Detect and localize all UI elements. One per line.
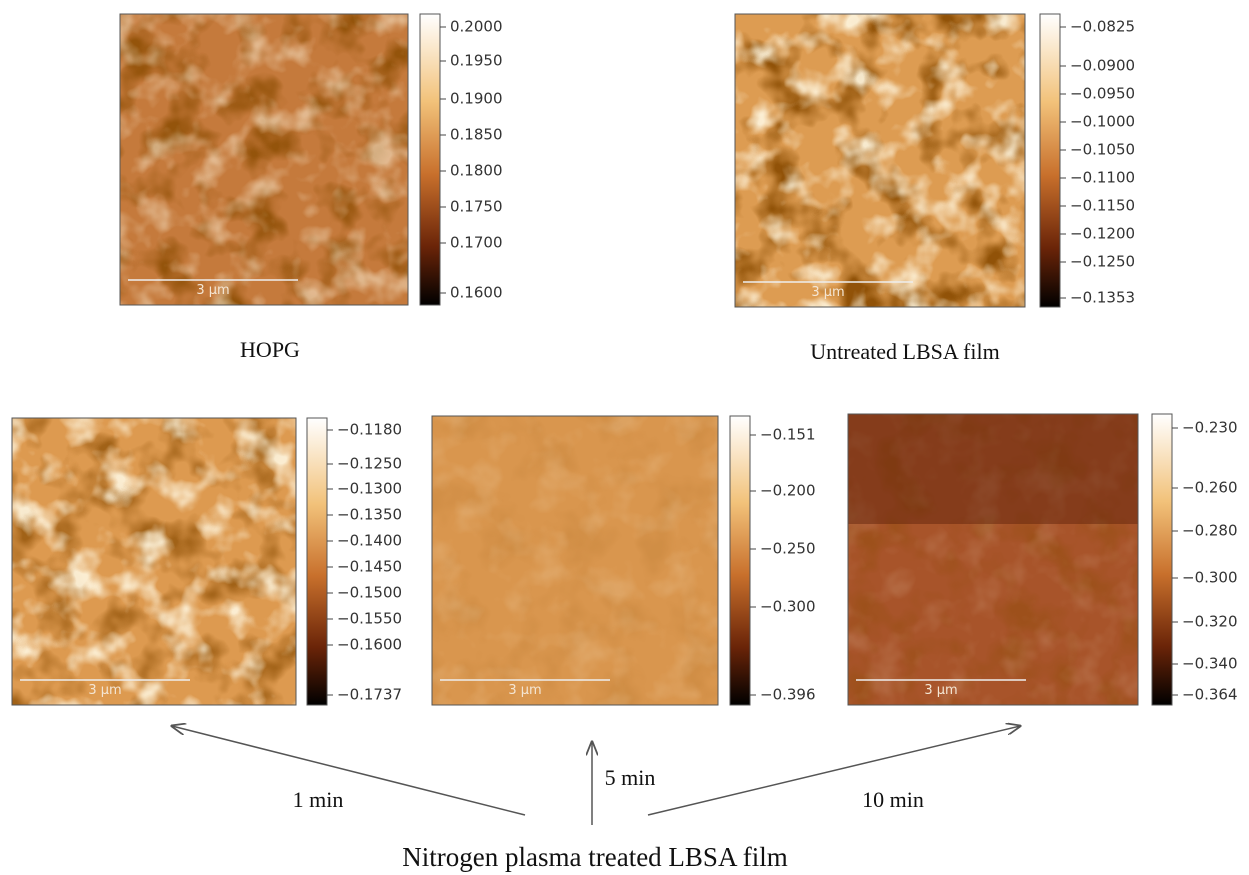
colorbar-tick-label: −0.0825 <box>1070 18 1135 36</box>
afm-texture <box>12 418 296 705</box>
colorbar-tick-label: −0.151 <box>760 426 816 444</box>
colorbar-tick-label: −0.320 <box>1182 613 1238 631</box>
colorbar-tick-label: 0.1750 <box>450 198 503 216</box>
colorbar-tick-label: −0.1500 <box>337 584 402 602</box>
scale-bar-label: 3 µm <box>811 285 844 300</box>
colorbar-tick-label: −0.1600 <box>337 636 402 654</box>
colorbar-tick-label: 0.1600 <box>450 284 503 302</box>
scale-bar-label: 3 µm <box>508 683 541 698</box>
colorbar-tick-label: −0.0950 <box>1070 85 1135 103</box>
colorbar-tick-label: −0.1150 <box>1070 197 1135 215</box>
colorbar-tick-label: 0.1800 <box>450 162 503 180</box>
arrow-label: 1 min <box>293 787 344 812</box>
colorbar-tick-label: 0.2000 <box>450 18 503 36</box>
colorbar <box>306 417 328 706</box>
colorbar-tick-label: −0.1737 <box>337 686 402 704</box>
colorbar-tick-label: −0.0900 <box>1070 57 1135 75</box>
arrows <box>172 726 1020 825</box>
colorbar-tick-label: −0.1250 <box>337 455 402 473</box>
colorbar <box>1151 413 1173 706</box>
colorbar-tick-label: −0.364 <box>1182 686 1238 704</box>
colorbar-tick-label: −0.250 <box>760 540 816 558</box>
colorbar-tick-label: −0.1200 <box>1070 225 1135 243</box>
colorbar <box>419 13 441 306</box>
afm-texture <box>848 414 1138 705</box>
arrow <box>172 726 526 816</box>
image-frame <box>119 13 409 306</box>
afm-texture <box>735 14 1025 307</box>
scale-bar-label: 3 µm <box>196 283 229 298</box>
image-frame <box>11 417 297 706</box>
colorbar-tick-label: −0.1400 <box>337 532 402 550</box>
colorbar-tick-label: −0.200 <box>760 482 816 500</box>
scale-bar-label: 3 µm <box>924 683 957 698</box>
colorbar-tick-label: −0.1000 <box>1070 113 1135 131</box>
arrow-label: 5 min <box>605 765 656 790</box>
colorbar-tick-label: 0.1900 <box>450 90 503 108</box>
colorbar-tick-label: −0.1050 <box>1070 141 1135 159</box>
panel-caption: HOPG <box>240 337 300 362</box>
scale-bar-label: 3 µm <box>88 683 121 698</box>
panel-caption: Untreated LBSA film <box>810 339 999 364</box>
image-frame <box>847 413 1139 706</box>
colorbar-tick-label: −0.230 <box>1182 419 1238 437</box>
colorbar-tick-label: 0.1850 <box>450 126 503 144</box>
colorbar-tick-label: −0.300 <box>1182 569 1238 587</box>
arrow <box>647 726 1020 816</box>
colorbar-tick-label: −0.1353 <box>1070 289 1135 307</box>
afm-texture <box>432 416 718 705</box>
colorbar-tick-label: −0.1350 <box>337 506 402 524</box>
colorbar-tick-label: −0.1250 <box>1070 253 1135 271</box>
afm-texture <box>120 14 408 305</box>
colorbar-tick-label: −0.1100 <box>1070 169 1135 187</box>
afm-band <box>848 414 1138 524</box>
colorbar-tick-label: −0.396 <box>760 686 816 704</box>
colorbar-tick-label: 0.1700 <box>450 234 503 252</box>
colorbar-tick-label: −0.280 <box>1182 522 1238 540</box>
image-frame <box>431 415 719 706</box>
image-frame <box>734 13 1026 308</box>
colorbar-tick-label: −0.300 <box>760 598 816 616</box>
colorbar-tick-label: −0.340 <box>1182 655 1238 673</box>
colorbar-tick-label: −0.1450 <box>337 558 402 576</box>
colorbar-tick-label: −0.1180 <box>337 421 402 439</box>
colorbar-tick-label: −0.1300 <box>337 480 402 498</box>
colorbar-tick-label: 0.1950 <box>450 52 503 70</box>
arrow-label: 10 min <box>862 787 924 812</box>
colorbar <box>1039 13 1061 308</box>
colorbar <box>729 415 751 706</box>
colorbar-tick-label: −0.1550 <box>337 610 402 628</box>
colorbar-tick-label: −0.260 <box>1182 479 1238 497</box>
figure-caption: Nitrogen plasma treated LBSA film <box>402 842 787 872</box>
